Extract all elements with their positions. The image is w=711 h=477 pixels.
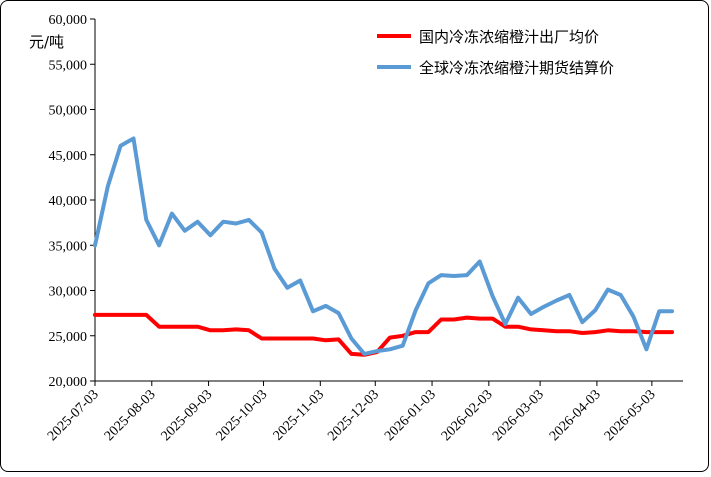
- x-tick-label: 2025-10-03: [214, 387, 271, 444]
- legend-label-2: 全球冷冻浓缩橙汁期货结算价: [419, 59, 614, 77]
- y-tick-label: 40,000: [49, 194, 88, 209]
- y-tick-label: 60,000: [49, 13, 88, 28]
- x-tick-label: 2025-11-03: [271, 387, 327, 443]
- y-axis-unit-label: 元/吨: [29, 33, 64, 51]
- legend-label-1: 国内冷冻浓缩橙汁出厂均价: [419, 28, 599, 46]
- y-tick-label: 50,000: [49, 104, 88, 119]
- x-tick-label: 2025-09-03: [159, 387, 216, 444]
- x-tick-label: 2026-05-03: [602, 387, 659, 444]
- y-tick-label: 45,000: [49, 149, 88, 164]
- x-tick-label: 2025-07-03: [45, 387, 102, 444]
- series-layer: [93, 136, 674, 357]
- y-axis: 20,000 25,000 30,000 35,000 40,000 45,000 50,0…: [49, 13, 96, 390]
- x-tick-label: 2026-04-03: [547, 387, 604, 444]
- x-tick-label: 2026-01-03: [382, 387, 439, 444]
- x-tick-label: 2025-08-03: [102, 387, 159, 444]
- y-tick-label: 25,000: [49, 330, 88, 345]
- x-tick-label: 2025-12-03: [325, 387, 382, 444]
- y-tick-label: 30,000: [49, 285, 88, 300]
- y-tick-label: 35,000: [49, 239, 88, 254]
- series-line-1: [93, 312, 674, 357]
- series-line-2: [93, 136, 674, 356]
- x-axis: 2025-07-03 2025-08-03 2025-09-032025-10-03…: [45, 380, 683, 444]
- y-tick-label: 20,000: [49, 375, 88, 390]
- x-tick-label: 2026-03-03: [490, 387, 547, 444]
- y-tick-label: 55,000: [49, 58, 88, 73]
- x-tick-label: 2026-02-03: [439, 387, 496, 444]
